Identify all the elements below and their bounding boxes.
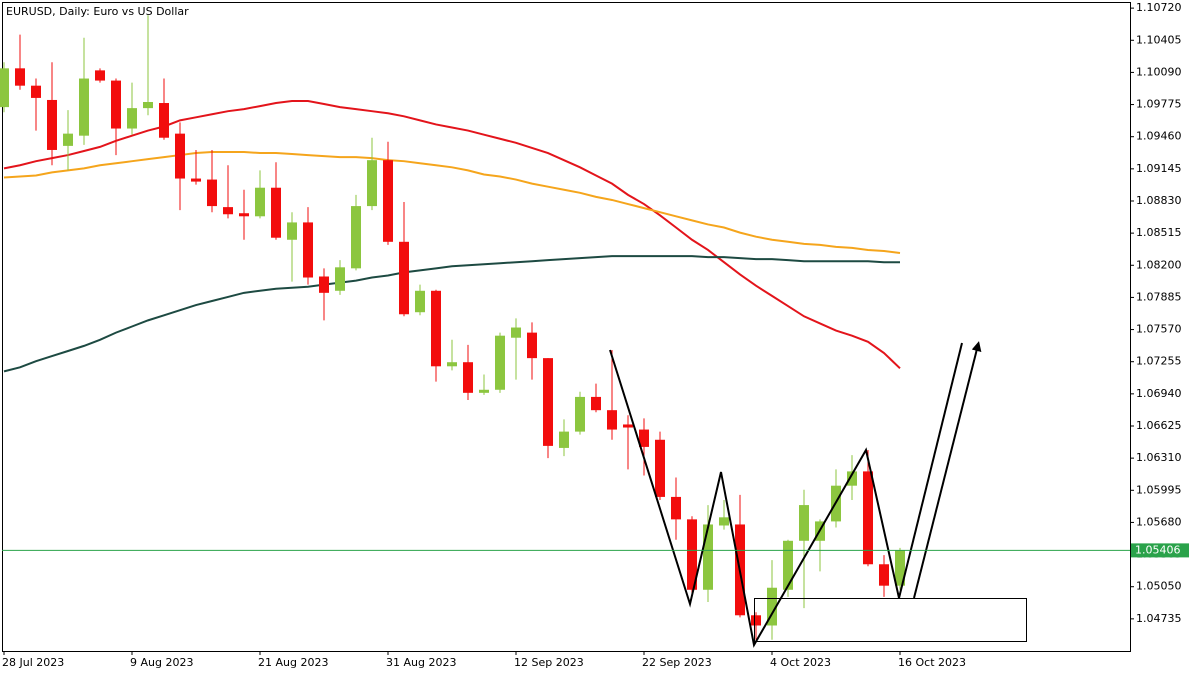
candle-body bbox=[79, 78, 89, 136]
x-tick-label: 28 Jul 2023 bbox=[2, 656, 64, 669]
moving-average-line bbox=[3, 255, 900, 373]
last-price-tag bbox=[1131, 543, 1189, 558]
candle-body bbox=[575, 396, 585, 432]
moving-averages bbox=[3, 99, 901, 373]
candle-body bbox=[255, 187, 265, 217]
x-tick-label: 16 Oct 2023 bbox=[898, 656, 966, 669]
candle-body bbox=[367, 160, 377, 207]
y-tick-label: 1.05680 bbox=[1136, 515, 1182, 528]
last-price-label: 1.05406 bbox=[1135, 543, 1181, 556]
support-zone bbox=[754, 598, 1027, 642]
y-tick-label: 1.10090 bbox=[1136, 65, 1182, 78]
candle-body bbox=[399, 241, 409, 315]
candle-body bbox=[95, 70, 105, 81]
candle-body bbox=[383, 160, 393, 242]
candle-body bbox=[31, 85, 41, 98]
y-tick-label: 1.09460 bbox=[1136, 130, 1182, 143]
x-tick-label: 31 Aug 2023 bbox=[386, 656, 456, 669]
y-tick-label: 1.05995 bbox=[1136, 483, 1182, 496]
candle-body bbox=[895, 550, 905, 586]
y-tick-label: 1.10720 bbox=[1136, 1, 1182, 14]
candle-body bbox=[15, 68, 25, 86]
candle-body bbox=[303, 222, 313, 278]
candle-body bbox=[47, 99, 57, 150]
candle-body bbox=[511, 327, 521, 338]
candle-body bbox=[591, 396, 601, 411]
candle-body bbox=[783, 540, 793, 590]
zigzag-pattern bbox=[609, 349, 900, 648]
plot-frame bbox=[2, 2, 1131, 652]
candle-body bbox=[463, 362, 473, 393]
x-tick-label: 12 Sep 2023 bbox=[514, 656, 584, 669]
candles bbox=[0, 15, 905, 640]
x-tick-label: 21 Aug 2023 bbox=[258, 656, 328, 669]
candle-body bbox=[63, 133, 73, 146]
x-tick-label: 4 Oct 2023 bbox=[770, 656, 831, 669]
x-tick-label: 22 Sep 2023 bbox=[642, 656, 712, 669]
candle-body bbox=[0, 68, 9, 108]
candle-body bbox=[479, 389, 489, 393]
y-tick-label: 1.06940 bbox=[1136, 387, 1182, 400]
candle-body bbox=[639, 429, 649, 447]
x-tick-label: 9 Aug 2023 bbox=[130, 656, 193, 669]
candle-body bbox=[335, 267, 345, 291]
drawings bbox=[609, 341, 1027, 648]
candle-body bbox=[879, 564, 889, 586]
y-tick-label: 1.10405 bbox=[1136, 33, 1182, 46]
candle-body bbox=[207, 179, 217, 207]
candle-body bbox=[447, 362, 457, 367]
y-tick-label: 1.06625 bbox=[1136, 419, 1182, 432]
candle-body bbox=[431, 290, 441, 367]
y-tick-label: 1.08830 bbox=[1136, 194, 1182, 207]
candle-body bbox=[415, 290, 425, 313]
candle-body bbox=[687, 519, 697, 590]
y-tick-label: 1.09145 bbox=[1136, 162, 1182, 175]
candle-body bbox=[527, 332, 537, 359]
y-tick-label: 1.05050 bbox=[1136, 580, 1182, 593]
chart-title: EURUSD, Daily: Euro vs US Dollar bbox=[6, 5, 189, 18]
candle-body bbox=[719, 517, 729, 526]
candle-body bbox=[223, 207, 233, 215]
candle-body bbox=[767, 587, 777, 626]
candle-body bbox=[799, 505, 809, 541]
candle-body bbox=[111, 80, 121, 129]
candle-body bbox=[543, 358, 553, 446]
candle-body bbox=[287, 222, 297, 240]
candle-body bbox=[671, 496, 681, 520]
y-tick-label: 1.04735 bbox=[1136, 612, 1182, 625]
candle-body bbox=[319, 276, 329, 293]
candle-body bbox=[863, 471, 873, 565]
candle-body bbox=[751, 615, 761, 626]
candle-body bbox=[655, 439, 665, 497]
candle-body bbox=[495, 335, 505, 390]
y-tick-label: 1.09775 bbox=[1136, 98, 1182, 111]
candle-body bbox=[703, 524, 713, 590]
candle-body bbox=[559, 431, 569, 448]
y-tick-label: 1.07255 bbox=[1136, 355, 1182, 368]
y-tick-label: 1.06310 bbox=[1136, 451, 1182, 464]
y-tick-label: 1.07885 bbox=[1136, 290, 1182, 303]
candle-body bbox=[191, 178, 201, 182]
candle-body bbox=[159, 103, 169, 138]
moving-average-line bbox=[3, 151, 901, 255]
axes: 1.10720 1.10405 1.10090 1.09775 1.09460 1.091… bbox=[2, 1, 1189, 669]
y-tick-label: 1.07570 bbox=[1136, 323, 1182, 336]
candle-body bbox=[351, 206, 361, 269]
moving-average-line bbox=[3, 99, 901, 370]
projection-arrow bbox=[913, 341, 982, 599]
y-tick-label: 1.08515 bbox=[1136, 226, 1182, 239]
candle-body bbox=[607, 410, 617, 430]
candle-body bbox=[847, 471, 857, 486]
candle-body bbox=[271, 187, 281, 238]
candle-body bbox=[239, 213, 249, 217]
y-tick-label: 1.08200 bbox=[1136, 258, 1182, 271]
projection-line bbox=[898, 342, 963, 599]
candle-body bbox=[623, 424, 633, 428]
candle-body bbox=[175, 133, 185, 179]
candle-body bbox=[127, 108, 137, 129]
candle-body bbox=[143, 102, 153, 109]
